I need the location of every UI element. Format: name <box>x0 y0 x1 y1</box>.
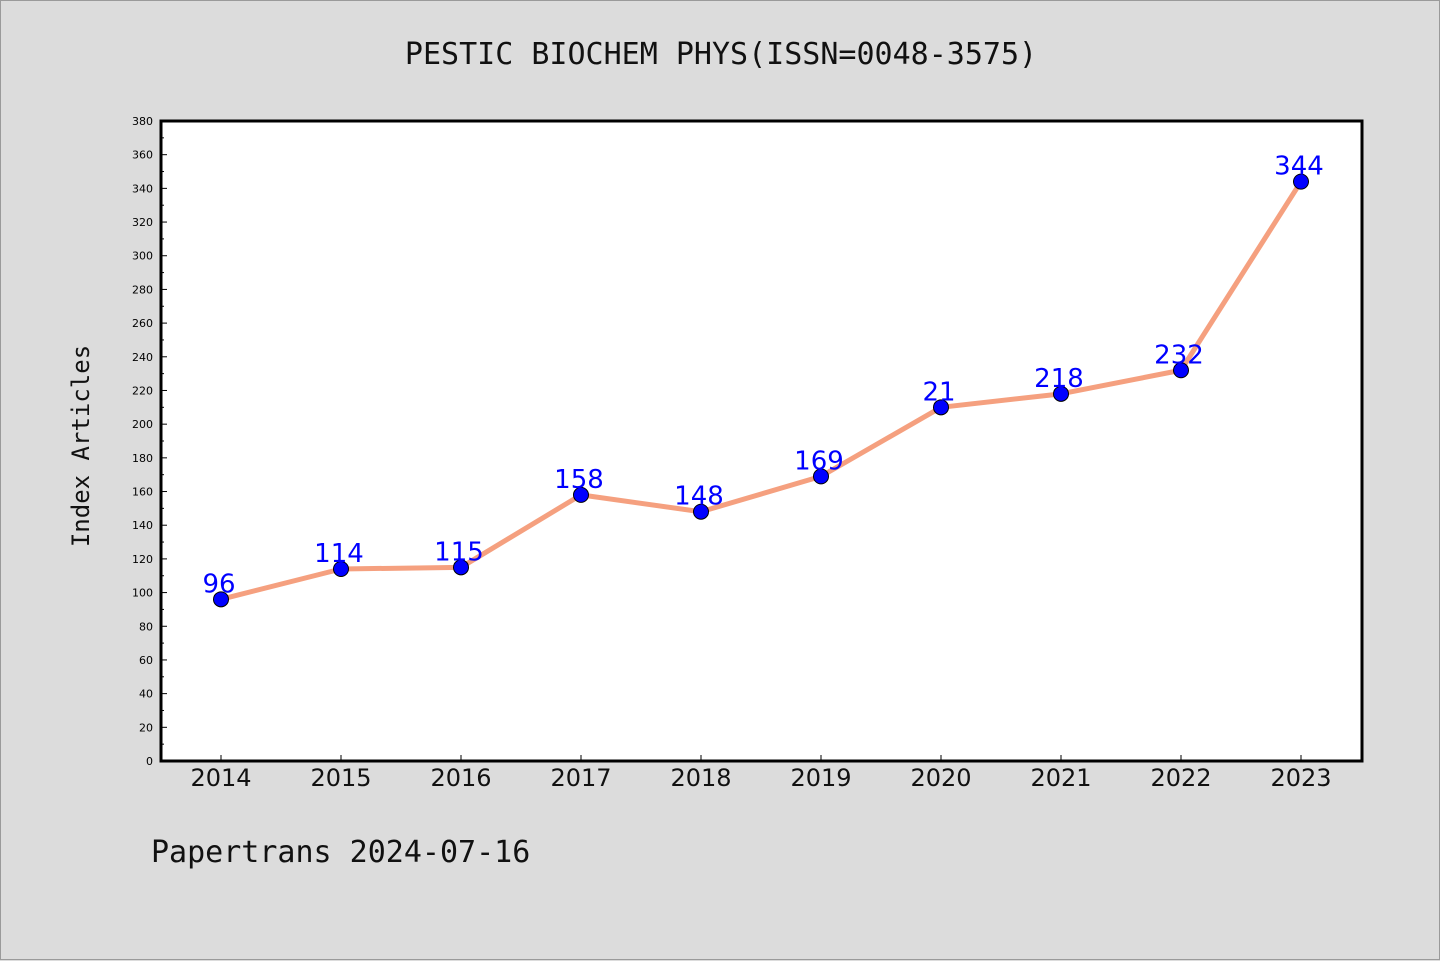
data-label: 232 <box>1154 340 1204 370</box>
y-tick-label: 280 <box>132 283 153 296</box>
data-label: 21 <box>922 377 955 407</box>
x-tick-label: 2017 <box>550 764 611 792</box>
data-point <box>1053 385 1069 402</box>
x-tick-label: 2023 <box>1270 764 1331 792</box>
data-label: 115 <box>434 537 484 567</box>
series-line <box>218 179 1304 602</box>
x-tick-label: 2014 <box>190 764 251 792</box>
data-point <box>693 503 709 520</box>
x-tick-label: 2022 <box>1150 764 1211 792</box>
x-tick-label: 2019 <box>790 764 851 792</box>
y-tick-label: 20 <box>139 721 153 734</box>
y-tick-label: 160 <box>132 486 153 499</box>
data-point <box>1293 173 1309 190</box>
x-tick-label: 2015 <box>310 764 371 792</box>
data-point <box>933 399 949 416</box>
data-point <box>213 591 229 608</box>
y-tick-label: 220 <box>132 384 153 397</box>
data-point <box>813 468 829 485</box>
footer-note: Papertrans 2024-07-16 <box>151 835 531 870</box>
y-tick-label: 40 <box>139 688 153 701</box>
data-label: 96 <box>202 569 235 599</box>
y-tick-label: 260 <box>132 317 153 330</box>
data-point <box>453 559 469 576</box>
x-tick-label: 2020 <box>910 764 971 792</box>
y-tick-label: 240 <box>132 351 153 364</box>
y-tick-label: 80 <box>139 620 153 633</box>
x-tick-label: 2016 <box>430 764 491 792</box>
data-point <box>1173 362 1189 379</box>
chart-title: PESTIC BIOCHEM PHYS(ISSN=0048-3575) <box>404 37 1038 72</box>
y-tick-label: 200 <box>132 418 153 431</box>
plot-border <box>159 119 1364 763</box>
plot-background <box>161 121 1362 761</box>
x-tick-label: 2018 <box>670 764 731 792</box>
y-tick-label: 60 <box>139 654 153 667</box>
data-point <box>333 561 349 577</box>
data-label: 114 <box>314 539 364 569</box>
y-tick-label: 360 <box>132 149 153 162</box>
y-tick-label: 340 <box>132 182 153 195</box>
data-label: 344 <box>1274 152 1324 182</box>
x-tick-label: 2021 <box>1030 764 1091 792</box>
y-tick-label: 100 <box>132 587 153 600</box>
y-tick-label: 0 <box>146 755 153 768</box>
data-point <box>573 486 589 503</box>
y-tick-label: 320 <box>132 216 153 229</box>
y-tick-label: 300 <box>132 250 153 263</box>
y-tick-label: 380 <box>132 115 153 128</box>
y-tick-label: 140 <box>132 519 153 532</box>
data-label: 148 <box>674 482 724 512</box>
data-label: 169 <box>794 446 844 476</box>
data-label: 218 <box>1034 364 1084 394</box>
y-tick-label: 120 <box>132 553 153 566</box>
y-tick-label: 180 <box>132 452 153 465</box>
data-label: 158 <box>554 465 604 495</box>
